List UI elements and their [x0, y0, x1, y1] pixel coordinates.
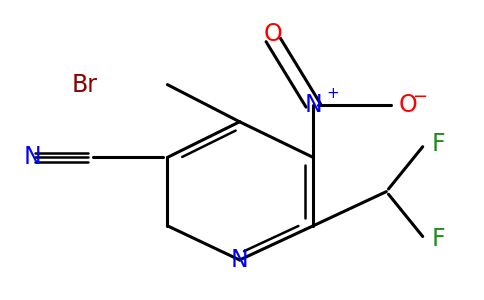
Text: Br: Br	[72, 73, 98, 97]
Text: F: F	[432, 132, 446, 156]
Text: N: N	[24, 146, 42, 170]
Text: F: F	[432, 227, 446, 251]
Text: −: −	[412, 88, 428, 106]
Text: O: O	[398, 93, 417, 117]
Text: N: N	[231, 248, 248, 272]
Text: N: N	[304, 93, 322, 117]
Text: O: O	[264, 22, 283, 46]
Text: -: -	[351, 95, 358, 116]
Text: +: +	[326, 86, 339, 101]
